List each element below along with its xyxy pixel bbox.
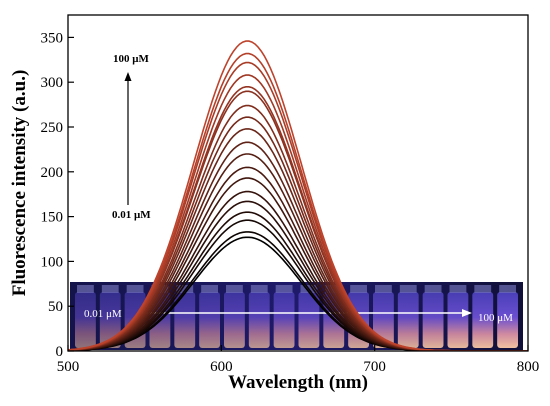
vial-cap <box>126 285 144 293</box>
vial-cap <box>176 285 194 293</box>
vial <box>422 292 444 348</box>
vial-cap <box>250 285 268 293</box>
y-tick-label: 250 <box>41 120 64 136</box>
vial-cap <box>226 285 243 293</box>
vial <box>497 292 518 348</box>
inset-label-high: 100 μM <box>478 312 513 324</box>
vial <box>199 292 220 348</box>
y-tick-label: 50 <box>48 299 63 315</box>
vial <box>472 292 494 348</box>
vial-cap <box>375 285 392 293</box>
vial <box>174 292 196 348</box>
vial <box>397 292 419 348</box>
inset-label-low: 0.01 μM <box>84 308 122 320</box>
vial <box>99 292 121 348</box>
vial <box>447 292 469 348</box>
annotation-arrow-head <box>124 72 132 81</box>
vial-cap <box>77 285 94 293</box>
y-tick-label: 150 <box>41 210 64 226</box>
y-tick-label: 350 <box>41 30 64 46</box>
x-tick-label: 500 <box>57 359 80 375</box>
x-tick-label: 800 <box>517 359 540 375</box>
vial-cap <box>275 285 293 293</box>
vial-cap <box>350 285 367 293</box>
x-tick-label: 700 <box>363 359 386 375</box>
annotation-bottom-label: 0.01 μM <box>112 209 151 221</box>
vial-cap <box>449 285 467 293</box>
annotation-top-label: 100 μM <box>113 53 149 65</box>
vial-cap <box>499 285 516 293</box>
y-axis-ticks: 0 50 100 150 200 250 300 350 <box>41 30 74 360</box>
y-axis-title: Fluorescence intensity (a.u.) <box>9 70 30 297</box>
vial <box>248 292 270 348</box>
y-tick-label: 200 <box>41 165 64 181</box>
vial <box>373 292 394 348</box>
vial <box>298 292 320 348</box>
y-tick-label: 300 <box>41 75 64 91</box>
y-tick-label: 100 <box>41 254 64 270</box>
x-axis-ticks: 500 600 700 800 <box>57 345 540 375</box>
concentration-annotation: 100 μM 0.01 μM <box>112 53 151 221</box>
x-axis-title: Wavelength (nm) <box>228 372 368 393</box>
inset-arrow-head <box>462 309 472 317</box>
vial-cap <box>101 285 119 293</box>
vial-cap <box>474 285 492 293</box>
vial-cap <box>424 285 442 293</box>
vial <box>224 292 245 348</box>
x-tick-label: 600 <box>210 359 233 375</box>
vial-cap <box>201 285 218 293</box>
plot-frame <box>67 14 529 352</box>
vial <box>273 292 295 348</box>
y-tick-label: 0 <box>56 344 64 360</box>
vial-cap <box>399 285 417 293</box>
vial <box>75 292 96 348</box>
